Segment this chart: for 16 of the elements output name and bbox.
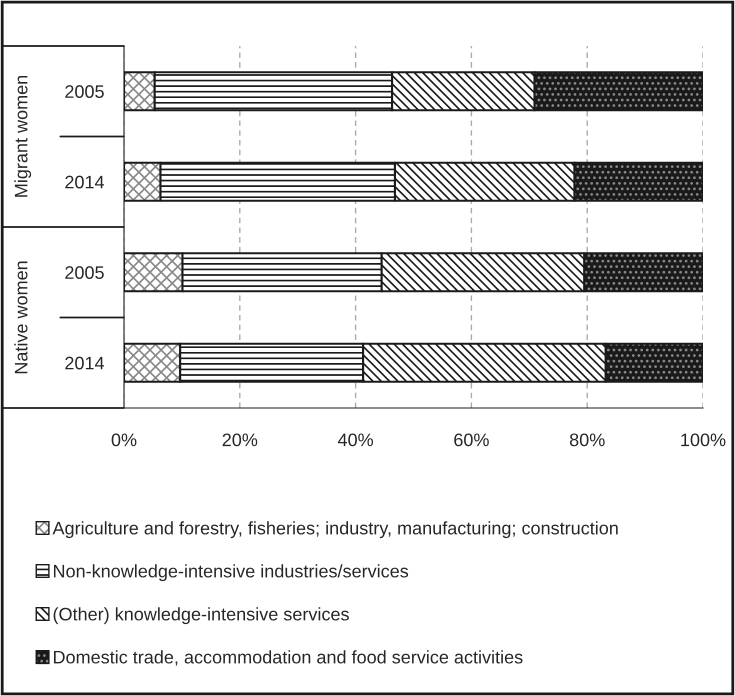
legend-label: Non-knowledge-intensive industries/services <box>54 564 408 582</box>
x-tick-label: 40% <box>338 433 374 446</box>
x-tick-label: 80% <box>570 433 605 446</box>
x-tick-label: 100% <box>681 433 726 446</box>
legend-label: Agriculture and forestry, fisheries; industry, manufacturing; construction <box>52 521 618 538</box>
text: Native women <box>14 261 28 374</box>
legend-label: Domestic trade, accommodation and food service activities <box>54 650 523 666</box>
y-tick-label: 2014 <box>65 356 104 370</box>
x-tick-label: 20% <box>222 433 258 446</box>
y-tick-label: 2005 <box>65 85 104 98</box>
y-tick-label: 2005 <box>65 266 104 279</box>
legend-label: (Other) knowledge-intensive services <box>54 607 349 624</box>
y-tick-label: 2014 <box>65 176 104 188</box>
x-tick-label: 60% <box>454 433 489 446</box>
x-tick-label: 0% <box>112 433 136 446</box>
text: Migrant women <box>14 76 32 197</box>
